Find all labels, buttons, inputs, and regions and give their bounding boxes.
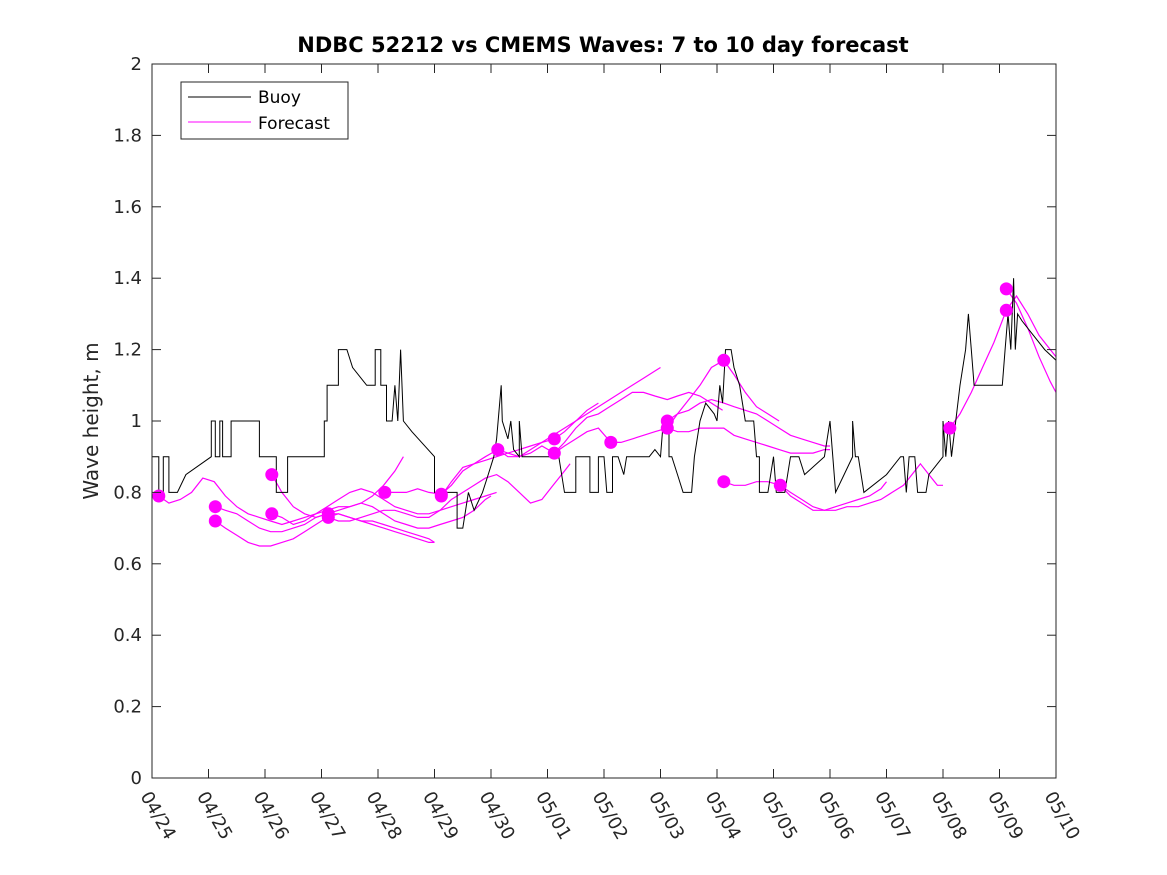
x-tick-label: 05/02: [588, 788, 632, 843]
x-tick-label: 05/03: [644, 788, 688, 843]
forecast-point: [208, 500, 222, 514]
forecast-point: [604, 435, 618, 449]
legend: Buoy Forecast: [180, 81, 349, 140]
forecast-series-line: [666, 398, 830, 447]
buoy-series-line: [152, 278, 1057, 529]
y-tick-label: 0.4: [113, 625, 142, 646]
forecast-series-line: [158, 456, 404, 526]
forecast-point: [943, 421, 957, 435]
forecast-series-line: [328, 463, 571, 522]
plot-area: [152, 278, 1057, 547]
forecast-point: [547, 432, 561, 446]
forecast-point: [773, 478, 787, 492]
forecast-point: [491, 443, 505, 457]
forecast-point: [999, 303, 1013, 317]
forecast-series-line: [723, 481, 887, 511]
axes-frame: [151, 63, 1057, 779]
forecast-point: [999, 282, 1013, 296]
y-tick-label: 1: [131, 411, 142, 432]
forecast-point: [434, 487, 448, 501]
y-axis-label: Wave height, m: [79, 342, 103, 499]
forecast-point: [717, 475, 731, 489]
x-tick-label: 04/24: [136, 788, 180, 843]
y-tick-label: 0: [131, 768, 142, 789]
x-tick-label: 04/25: [192, 788, 236, 843]
forecast-point: [321, 510, 335, 524]
x-tick-label: 04/27: [305, 788, 349, 843]
forecast-series-line: [440, 366, 661, 497]
x-tick-label: 04/30: [475, 788, 519, 843]
y-tick-label: 1.4: [113, 268, 142, 289]
x-tick-label: 05/07: [870, 788, 914, 843]
forecast-series-line: [779, 462, 943, 511]
x-tick-label: 04/26: [249, 788, 293, 843]
forecast-point: [378, 485, 392, 499]
x-tick-label: 05/09: [983, 788, 1027, 843]
forecast-point: [265, 507, 279, 521]
x-tick-label: 04/29: [418, 788, 462, 843]
y-tick-label: 2: [131, 54, 142, 75]
legend-buoy-label: Buoy: [258, 88, 301, 108]
x-tick-label: 05/06: [814, 788, 858, 843]
x-tick-label: 05/10: [1040, 788, 1084, 843]
y-tick-label: 0.8: [113, 482, 142, 503]
forecast-series-line: [384, 402, 599, 495]
y-tick-label: 0.2: [113, 697, 142, 718]
forecast-point: [717, 353, 731, 367]
legend-forecast-label: Forecast: [258, 114, 330, 134]
forecast-series-line: [271, 488, 497, 526]
y-tick-label: 0.6: [113, 554, 142, 575]
forecast-series-line: [497, 391, 723, 458]
chart-title: NDBC 52212 vs CMEMS Waves: 7 to 10 day f…: [297, 33, 908, 57]
forecast-point: [547, 446, 561, 460]
x-tick-label: 04/28: [362, 788, 406, 843]
forecast-point: [208, 514, 222, 528]
x-tick-label: 05/01: [531, 788, 575, 843]
y-tick-label: 1.6: [113, 197, 142, 218]
x-tick-label: 05/05: [757, 788, 801, 843]
forecast-point: [660, 421, 674, 435]
forecast-series-line: [271, 474, 492, 529]
forecast-point: [152, 489, 166, 503]
legend-box: [180, 81, 349, 140]
x-tick-label: 05/08: [927, 788, 971, 843]
y-tick-label: 1.2: [113, 340, 142, 361]
forecast-series-line: [667, 427, 830, 454]
x-tick-label: 05/04: [701, 788, 745, 843]
forecast-point: [265, 468, 279, 482]
y-tick-label: 1.8: [113, 125, 142, 146]
forecast-series-line: [1005, 288, 1057, 393]
